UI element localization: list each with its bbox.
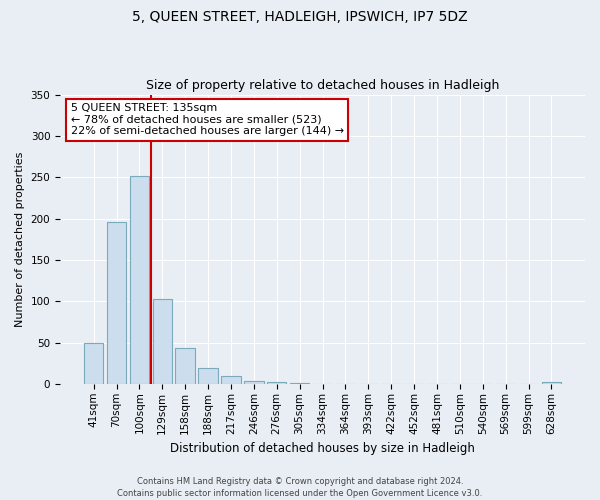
Text: 5 QUEEN STREET: 135sqm
← 78% of detached houses are smaller (523)
22% of semi-de: 5 QUEEN STREET: 135sqm ← 78% of detached… bbox=[71, 103, 344, 136]
Bar bbox=[221, 376, 241, 384]
Bar bbox=[290, 383, 310, 384]
Text: Contains HM Land Registry data © Crown copyright and database right 2024.
Contai: Contains HM Land Registry data © Crown c… bbox=[118, 476, 482, 498]
Title: Size of property relative to detached houses in Hadleigh: Size of property relative to detached ho… bbox=[146, 79, 499, 92]
Bar bbox=[152, 299, 172, 384]
Bar bbox=[267, 382, 286, 384]
Bar bbox=[107, 222, 126, 384]
Bar bbox=[244, 380, 263, 384]
Y-axis label: Number of detached properties: Number of detached properties bbox=[15, 152, 25, 327]
Bar bbox=[175, 348, 195, 384]
Text: 5, QUEEN STREET, HADLEIGH, IPSWICH, IP7 5DZ: 5, QUEEN STREET, HADLEIGH, IPSWICH, IP7 … bbox=[132, 10, 468, 24]
X-axis label: Distribution of detached houses by size in Hadleigh: Distribution of detached houses by size … bbox=[170, 442, 475, 455]
Bar bbox=[130, 176, 149, 384]
Bar bbox=[199, 368, 218, 384]
Bar bbox=[84, 342, 103, 384]
Bar bbox=[542, 382, 561, 384]
